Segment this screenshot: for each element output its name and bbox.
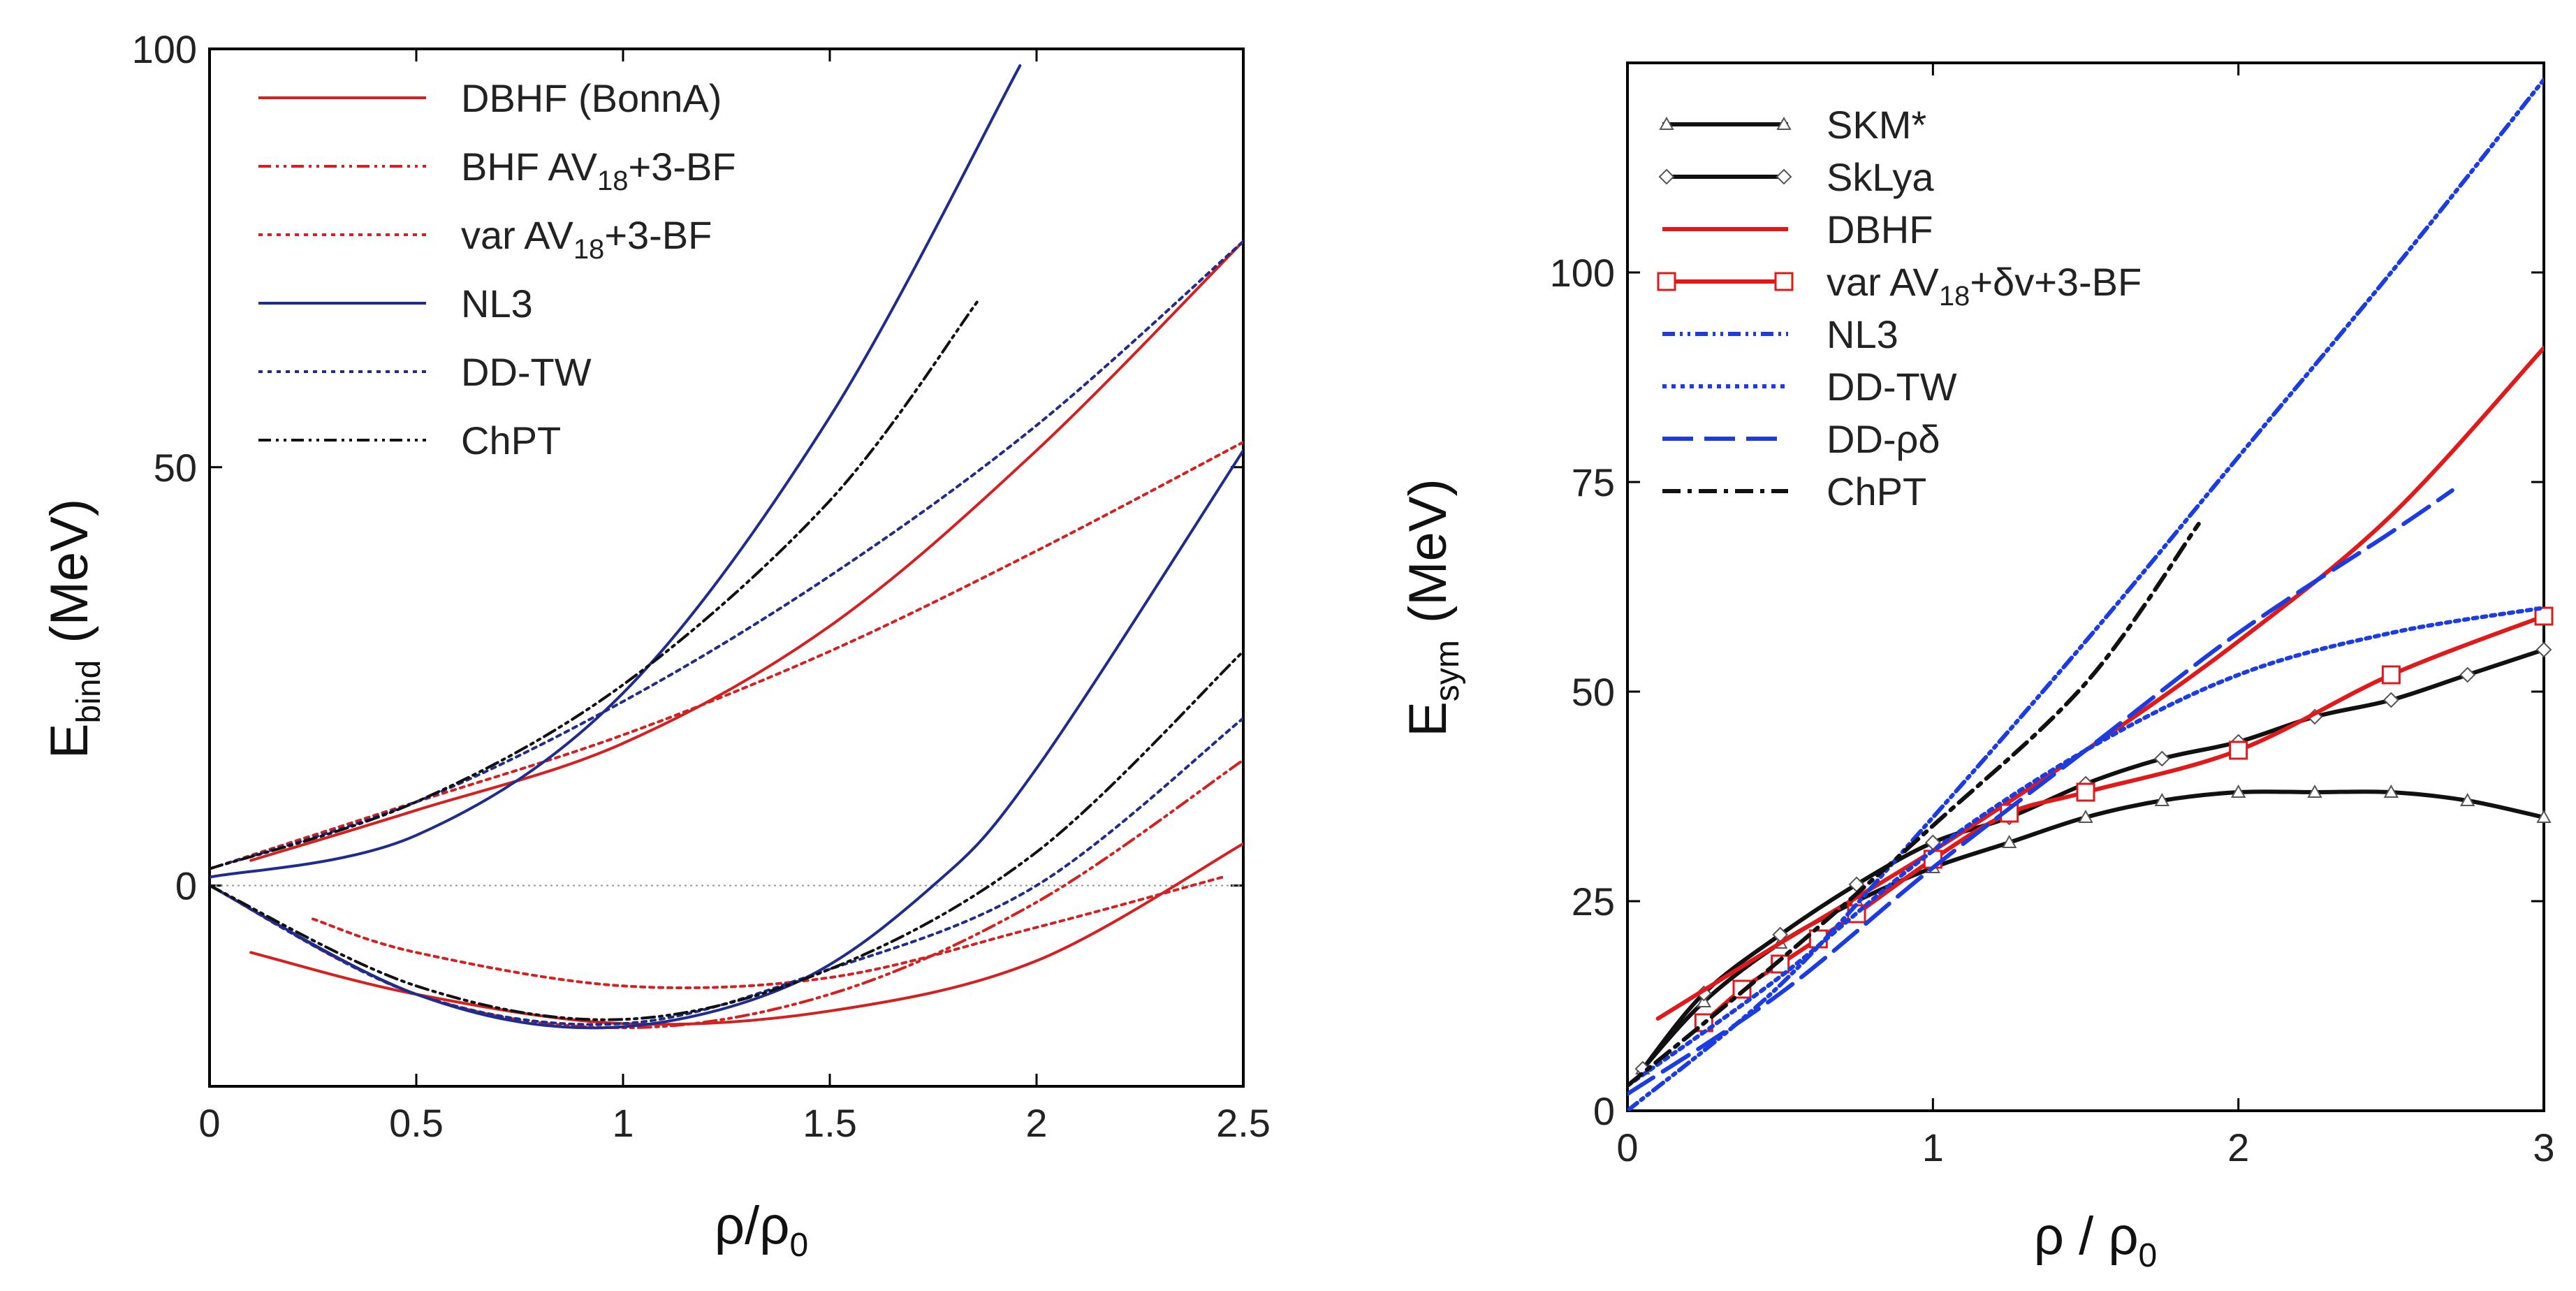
right-legend-label: DD-ρδ xyxy=(1827,417,1940,461)
right-data-point xyxy=(2153,750,2170,767)
right-data-point xyxy=(2078,809,2093,823)
left-series-line xyxy=(210,298,981,870)
right-data-point xyxy=(2383,692,2399,708)
left-x-tick-label: 2.5 xyxy=(1216,1101,1271,1145)
left-x-tick-label: 2 xyxy=(1025,1101,1047,1145)
right-legend-label: DD-TW xyxy=(1827,365,1957,409)
left-y-tick-label: 50 xyxy=(154,446,197,490)
left-legend-label: DD-TW xyxy=(461,350,592,394)
right-data-point xyxy=(2536,809,2552,823)
right-x-tick-label: 1 xyxy=(1922,1125,1944,1169)
left-legend-label: var AV18+3-BF xyxy=(461,213,712,265)
right-plot-frame xyxy=(1626,61,2545,1112)
right-legend-label: SkLya xyxy=(1827,155,1934,199)
right-series-line xyxy=(1655,346,2544,1021)
right-x-tick-label: 0 xyxy=(1616,1125,1638,1169)
right-x-axis-title: ρ / ρ0 xyxy=(2034,1206,2158,1274)
right-data-point xyxy=(2154,792,2170,806)
left-plot-frame xyxy=(208,48,1245,1088)
left-legend-label: DBHF (BonnA) xyxy=(461,76,722,120)
left-series-line xyxy=(210,650,1243,1021)
right-y-axis-title: Esym(MeV) xyxy=(1398,479,1466,737)
right-data-point xyxy=(2459,666,2476,683)
left-legend: DBHF (BonnA) BHF AV18+3-BF var AV18+3-BF NL… xyxy=(258,76,736,462)
right-series-line xyxy=(1702,614,2544,1025)
right-data-point xyxy=(2076,782,2095,802)
left-x-tick-label: 1.5 xyxy=(803,1101,857,1145)
right-legend-label: ChPT xyxy=(1827,469,1926,513)
right-data-point xyxy=(2381,665,2401,685)
right-data-point xyxy=(2535,641,2552,658)
right-data-point xyxy=(2229,741,2248,760)
left-legend-label: ChPT xyxy=(461,418,561,462)
right-legend-label: var AV18+δv+3-BF xyxy=(1827,260,2142,312)
right-chart: 0 1 2 3 0 25 50 75 100 SKM* SkLya DBHF var AV18+δv+… xyxy=(1398,61,2555,1274)
left-x-tick-label: 1 xyxy=(612,1101,634,1145)
right-legend-marker xyxy=(1659,116,1674,130)
left-y-axis-title: Ebind(MeV) xyxy=(40,499,108,759)
left-series-line xyxy=(210,240,1243,870)
right-y-tick-label: 75 xyxy=(1572,460,1615,504)
right-series-line xyxy=(1627,488,2454,1096)
right-x-tick-label: 2 xyxy=(2227,1125,2249,1169)
right-legend-label: NL3 xyxy=(1827,312,1898,356)
left-y-tick-label: 100 xyxy=(132,27,197,71)
right-legend-label: SKM* xyxy=(1827,103,1926,147)
right-legend-marker xyxy=(1657,272,1676,291)
right-series-line xyxy=(1627,522,2201,1088)
left-series-line xyxy=(312,875,1224,989)
right-series-line xyxy=(1627,606,2544,1088)
left-series-line xyxy=(210,717,1243,1026)
left-y-tick-label: 0 xyxy=(175,864,197,908)
right-y-tick-label: 100 xyxy=(1550,251,1615,295)
right-data-point xyxy=(2383,784,2399,798)
right-legend-label: DBHF xyxy=(1827,207,1933,251)
right-data-point xyxy=(2230,784,2246,798)
left-chart: 0 0.5 1 1.5 2 2.5 0 50 100 DBHF (BonnA) BHF AV18+… xyxy=(40,27,1271,1264)
left-x-axis-title: ρ/ρ0 xyxy=(715,1196,808,1264)
left-legend-label: BHF AV18+3-BF xyxy=(461,145,736,196)
right-y-tick-label: 25 xyxy=(1572,880,1615,924)
right-legend-marker xyxy=(1776,116,1792,130)
left-series-line xyxy=(249,240,1243,862)
right-data-point xyxy=(2459,792,2475,806)
left-legend-label: NL3 xyxy=(461,282,533,326)
right-legend-marker xyxy=(1658,168,1675,185)
right-series-line xyxy=(1627,78,2544,1111)
right-y-tick-label: 0 xyxy=(1593,1089,1615,1133)
left-series-line xyxy=(210,64,1022,879)
left-x-tick-label: 0 xyxy=(198,1101,220,1145)
right-legend-marker xyxy=(1774,272,1794,291)
right-data-point xyxy=(2001,834,2017,848)
right-data-point xyxy=(2307,784,2322,798)
right-y-tick-label: 50 xyxy=(1572,670,1615,714)
left-series-line xyxy=(210,448,1243,1030)
left-x-tick-label: 0.5 xyxy=(389,1101,444,1145)
left-series-line xyxy=(210,440,1243,870)
right-series-line xyxy=(1640,648,2544,1071)
right-legend-marker xyxy=(1776,168,1792,185)
right-x-tick-label: 3 xyxy=(2533,1125,2554,1169)
